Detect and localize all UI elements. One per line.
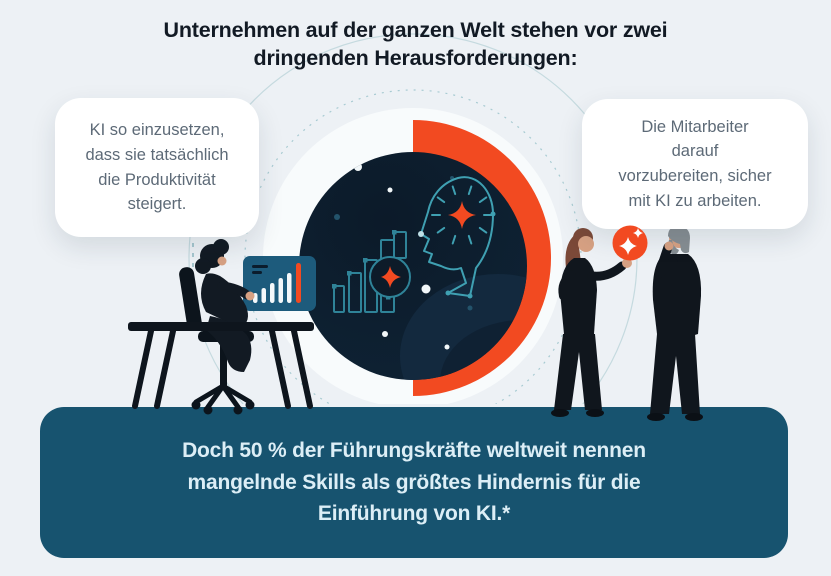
challenge-bubble-left-text: KI so einzusetzen, dass sie tatsächlich … xyxy=(85,121,229,214)
desk xyxy=(128,322,314,409)
left-scene xyxy=(128,239,316,415)
hand xyxy=(622,258,632,268)
man-hair xyxy=(668,226,690,254)
hand xyxy=(664,241,674,251)
statistic-banner: Doch 50 % der Führungskräfte weltweit ne… xyxy=(40,407,788,558)
challenge-bubble-right: Die Mitarbeiter darauf vorzubereiten, si… xyxy=(582,99,808,229)
orange-half-ring xyxy=(413,120,551,396)
challenge-bubble-right-text: Die Mitarbeiter darauf vorzubereiten, si… xyxy=(618,117,772,210)
challenge-bubble-left: KI so einzusetzen, dass sie tatsächlich … xyxy=(55,98,259,237)
screen-orange-bar xyxy=(296,263,301,303)
sparkle-icon xyxy=(448,201,476,229)
hand xyxy=(245,291,255,301)
ai-sparkle-badge-icon xyxy=(612,225,648,261)
page-title: Unternehmen auf der ganzen Welt stehen v… xyxy=(163,18,668,71)
statistic-text: Doch 50 % der Führungskräfte weltweit ne… xyxy=(182,439,646,526)
nebula-swirl-inner xyxy=(440,320,527,380)
sparkle-icon xyxy=(381,266,401,288)
sparkle-burst xyxy=(431,185,493,245)
right-scene xyxy=(551,226,703,421)
face xyxy=(578,236,594,252)
head-profile-sparkle-icon xyxy=(418,176,496,299)
presentation-screen-icon xyxy=(243,256,316,311)
face xyxy=(217,256,227,266)
dim-star-dots xyxy=(334,176,473,311)
bar-chart-outline-icon xyxy=(332,230,411,313)
standing-man xyxy=(647,226,703,421)
standing-woman xyxy=(551,228,632,417)
